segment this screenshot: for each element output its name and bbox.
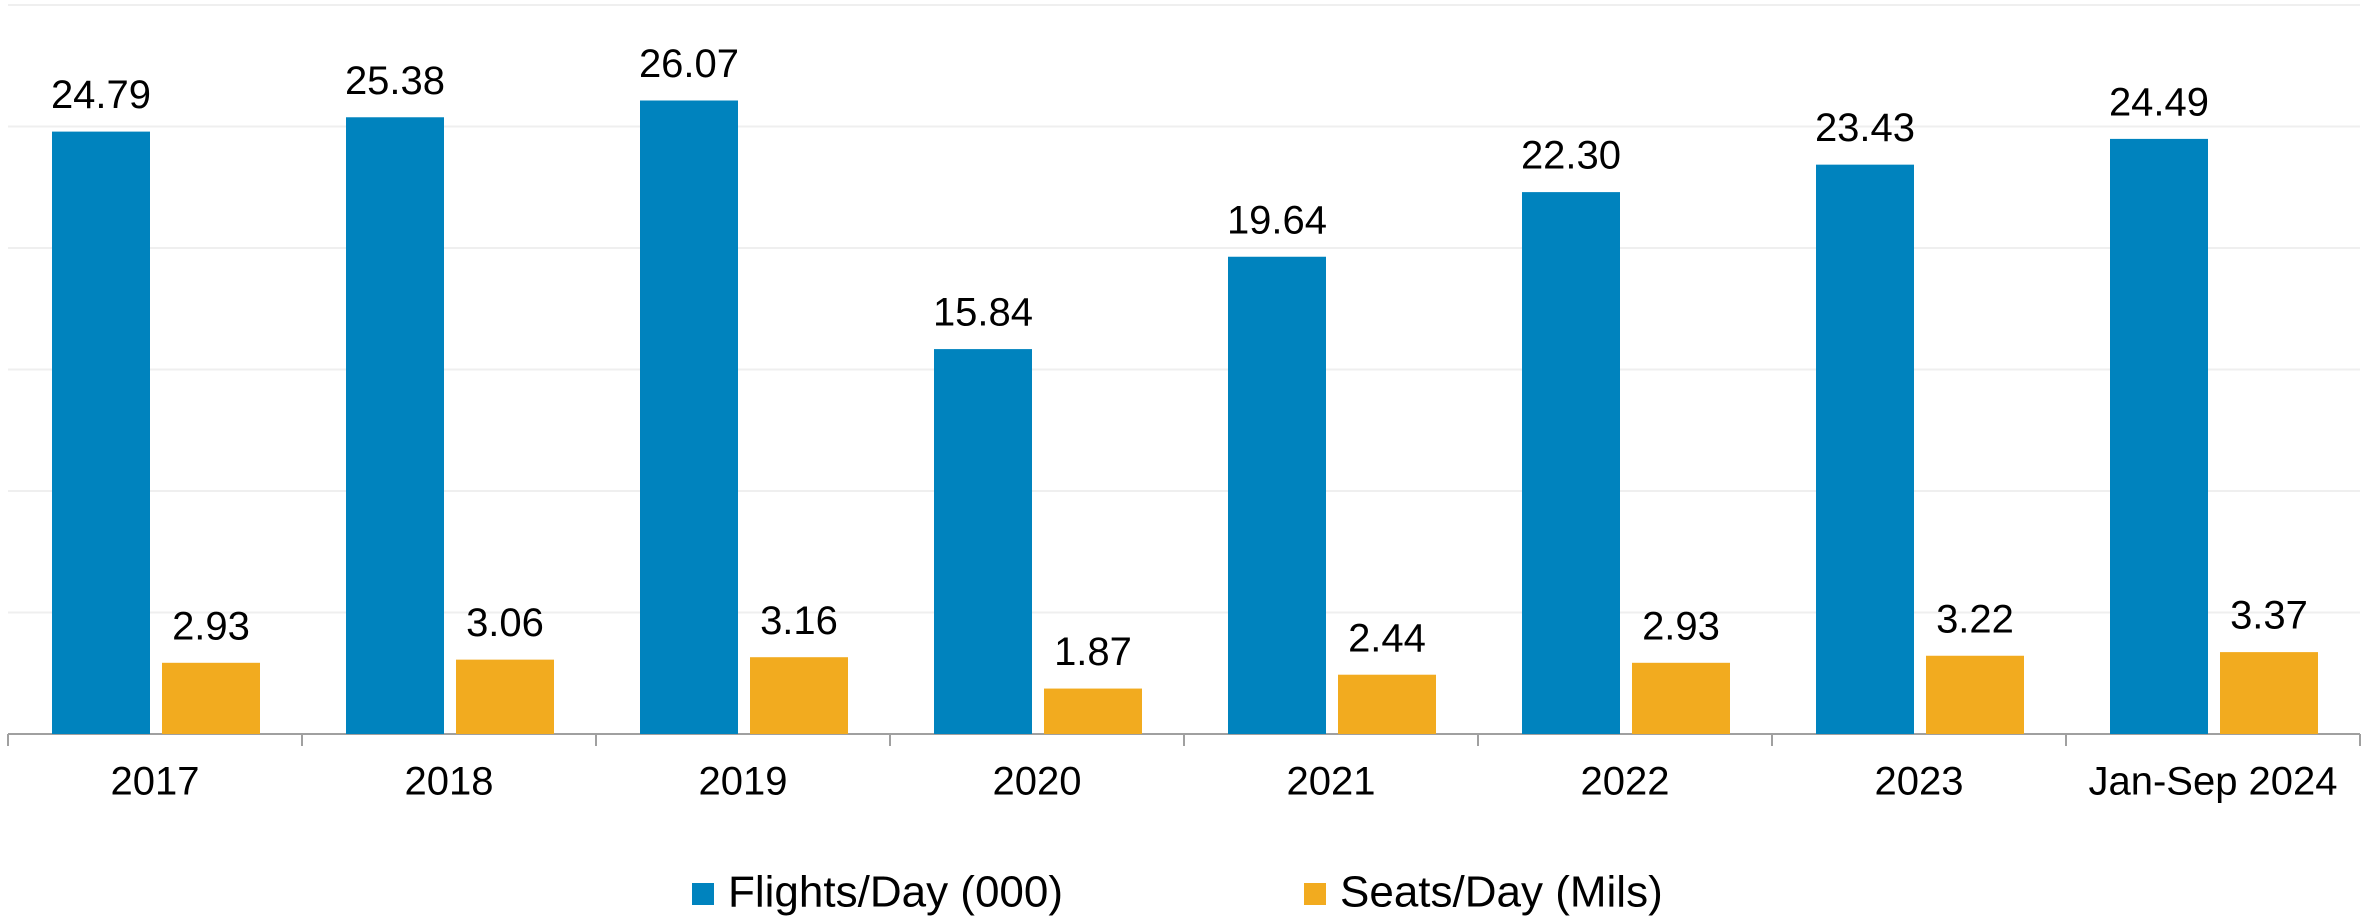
data-label: 3.37	[2230, 594, 2308, 638]
data-label: 2.44	[1348, 616, 1426, 660]
bar	[162, 662, 260, 734]
data-label: 1.87	[1054, 630, 1132, 674]
x-tick-label: Jan-Sep 2024	[2088, 760, 2337, 804]
data-label: 23.43	[1815, 106, 1915, 150]
x-tick-label: 2021	[1287, 760, 1376, 804]
legend-label: Flights/Day (000)	[728, 868, 1063, 917]
data-label: 2.93	[1642, 604, 1720, 648]
bar	[934, 349, 1032, 734]
bar	[1522, 192, 1620, 735]
bar	[1044, 688, 1142, 734]
x-tick-label: 2020	[993, 760, 1082, 804]
x-tick-label: 2017	[111, 760, 200, 804]
legend-label: Seats/Day (Mils)	[1340, 868, 1663, 917]
data-label: 2.93	[172, 604, 250, 648]
data-label: 26.07	[639, 42, 739, 86]
x-tick-label: 2019	[699, 760, 788, 804]
x-tick-label: 2022	[1581, 760, 1670, 804]
data-label: 25.38	[345, 59, 445, 103]
bar	[346, 117, 444, 735]
data-label: 19.64	[1227, 198, 1327, 242]
data-label: 3.22	[1936, 597, 2014, 641]
data-label: 22.30	[1521, 134, 1621, 178]
x-tick-label: 2018	[405, 760, 494, 804]
bar	[456, 659, 554, 734]
bar	[1632, 662, 1730, 734]
data-label: 3.16	[760, 599, 838, 643]
bar	[1926, 655, 2024, 734]
data-label: 24.49	[2109, 80, 2209, 124]
bar	[2110, 138, 2208, 734]
x-tick-label: 2023	[1875, 760, 1964, 804]
bar	[2220, 652, 2318, 734]
legend-swatch	[692, 883, 714, 905]
bar	[750, 657, 848, 734]
data-label: 3.06	[466, 601, 544, 645]
bar	[52, 131, 150, 734]
legend-swatch	[1304, 883, 1326, 905]
bar	[1338, 674, 1436, 734]
data-label: 15.84	[933, 291, 1033, 335]
bar	[1228, 256, 1326, 734]
data-label: 24.79	[51, 73, 151, 117]
bar	[1816, 164, 1914, 734]
bar	[640, 100, 738, 734]
